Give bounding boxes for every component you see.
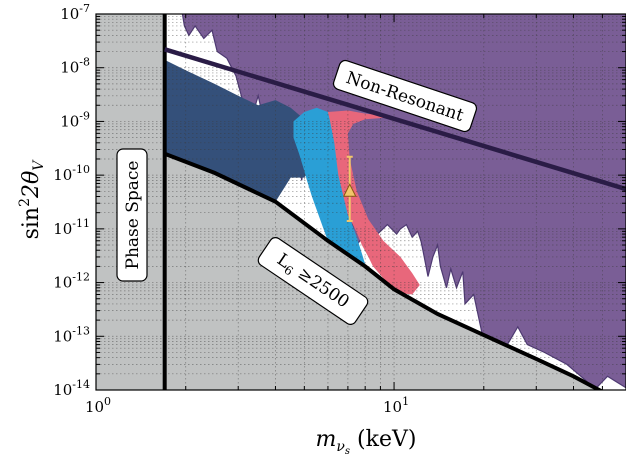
y-axis-label-group: sin22θV xyxy=(17,159,47,240)
y-tick-label: 10-12 xyxy=(53,271,90,292)
non-resonant-label-box xyxy=(332,59,478,133)
plot-frame xyxy=(95,13,626,391)
y-tick-label: 10-7 xyxy=(60,2,90,23)
y-tick-label: 10-8 xyxy=(60,56,90,77)
l6-label-box xyxy=(257,237,369,325)
l6-limit-line xyxy=(163,151,604,390)
phase-space-label: Phase Space xyxy=(123,161,143,270)
y-tick-label: 10-13 xyxy=(53,324,90,345)
y-tick-label: 10-10 xyxy=(53,163,90,184)
pink-region xyxy=(327,110,420,295)
phase-space-label-group: Phase Space xyxy=(116,148,148,282)
grid xyxy=(96,14,626,390)
x-tick-label: 100 xyxy=(85,395,111,416)
phase-space-label-box xyxy=(116,148,148,282)
y-tick-label: 10-14 xyxy=(53,378,90,399)
axes: 10-7 10-8 10-9 10-10 10-11 10-12 10-13 10-14100… xyxy=(17,2,626,455)
y-tick-label: 10-9 xyxy=(60,109,90,130)
non-resonant-line xyxy=(164,47,626,192)
x-axis-label: mνs (keV) xyxy=(316,427,417,455)
data-marker xyxy=(342,183,357,197)
blue-region xyxy=(293,107,366,265)
x-tick-label: 101 xyxy=(383,395,409,416)
y-axis-label: sin22θV xyxy=(17,159,47,240)
y-tick-label: 10-11 xyxy=(53,217,90,238)
excluded-region xyxy=(182,14,626,390)
